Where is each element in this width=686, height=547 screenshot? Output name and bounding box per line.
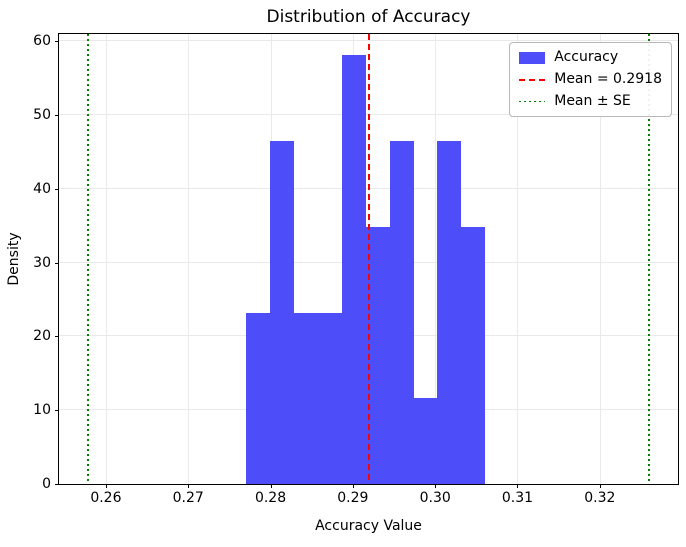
y-tick-label: 20 — [33, 328, 51, 345]
x-axis-label: Accuracy Value — [315, 518, 422, 534]
histogram-bar — [293, 312, 318, 484]
histogram-bar — [389, 140, 414, 484]
mean-plus-se-line — [648, 34, 650, 484]
histogram-bar — [245, 312, 270, 484]
x-tick-label: 0.28 — [254, 490, 287, 506]
blue-patch-key-icon — [519, 51, 546, 64]
green-dotted-line-key-icon — [519, 100, 546, 103]
y-tick-label: 30 — [33, 254, 51, 271]
x-gridline — [435, 34, 437, 484]
legend-label: Accuracy — [554, 49, 619, 65]
x-gridline — [105, 34, 107, 484]
mean-line — [367, 34, 370, 484]
x-tick-label: 0.31 — [501, 490, 534, 506]
y-tick-label: 50 — [33, 107, 51, 124]
y-tick-label: 10 — [33, 402, 51, 419]
y-tick-mark — [55, 410, 59, 412]
x-gridline — [188, 34, 190, 484]
histogram-bar — [317, 312, 342, 484]
red-dashed-line-key-icon — [519, 78, 546, 81]
x-tick-mark — [270, 484, 272, 488]
histogram-bar — [461, 226, 486, 484]
x-gridline — [599, 34, 601, 484]
y-tick-mark — [55, 262, 59, 264]
x-tick-mark — [517, 484, 519, 488]
histogram-bar — [437, 140, 462, 484]
y-tick-label: 0 — [42, 476, 51, 492]
x-tick-mark — [435, 484, 437, 488]
mean-minus-se-line — [86, 34, 89, 484]
histogram-bar — [365, 226, 390, 484]
x-tick-mark — [352, 484, 354, 488]
x-tick-label: 0.32 — [584, 490, 616, 506]
x-tick-mark — [188, 484, 190, 488]
y-tick-mark — [55, 41, 59, 43]
y-tick-label: 60 — [33, 33, 51, 50]
y-axis-label: Density — [6, 232, 22, 286]
legend-item-se: Mean ± SE — [519, 93, 662, 110]
x-tick-label: 0.29 — [337, 490, 369, 506]
x-gridline — [517, 34, 519, 484]
x-tick-label: 0.30 — [419, 490, 451, 506]
legend: Accuracy Mean = 0.2918 Mean ± SE — [509, 42, 672, 117]
legend-item-mean: Mean = 0.2918 — [519, 71, 662, 88]
legend-item-accuracy: Accuracy — [519, 49, 662, 66]
legend-label: Mean = 0.2918 — [554, 71, 662, 87]
chart-title: Distribution of Accuracy — [266, 7, 471, 27]
histogram-bar — [413, 398, 438, 484]
plot-area: Accuracy Mean = 0.2918 Mean ± SE 0.26 0.2… — [33, 33, 679, 505]
legend-label: Mean ± SE — [554, 93, 631, 109]
y-tick-mark — [55, 336, 59, 338]
y-tick-mark — [55, 484, 59, 485]
x-tick-mark — [105, 484, 107, 488]
x-tick-label: 0.26 — [90, 490, 122, 506]
x-tick-label: 0.27 — [172, 490, 204, 506]
y-tick-mark — [55, 115, 59, 117]
histogram-bar — [269, 140, 294, 484]
y-tick-mark — [55, 188, 59, 190]
y-tick-label: 40 — [33, 180, 51, 197]
histogram-bar — [341, 55, 366, 484]
x-tick-mark — [599, 484, 601, 488]
